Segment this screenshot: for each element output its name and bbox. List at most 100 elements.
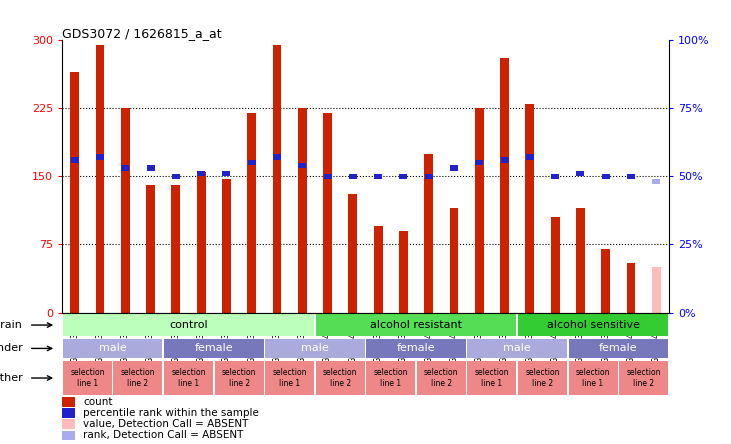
Text: selection
line 1: selection line 1 [374,369,408,388]
Bar [577,171,584,176]
Bar [652,179,660,184]
Bar [172,185,181,313]
Bar [475,108,484,313]
Bar [501,157,509,163]
Text: other: other [0,373,23,383]
Bar [417,361,466,395]
Bar [298,163,306,168]
Bar [324,174,332,179]
Text: selection
line 2: selection line 2 [525,369,560,388]
Text: selection
line 1: selection line 1 [273,369,307,388]
Bar [626,262,635,313]
Bar [399,174,407,179]
Bar [121,165,129,171]
Bar [323,113,332,313]
Bar [652,267,661,313]
Bar [273,155,281,160]
Bar [62,431,75,440]
Bar [70,72,79,313]
Bar [602,174,610,179]
Text: strain: strain [0,320,23,330]
Bar [62,397,75,407]
Bar [550,217,559,313]
Text: male: male [504,343,531,353]
Text: selection
line 1: selection line 1 [474,369,510,388]
Bar [215,361,264,395]
Text: male: male [301,343,329,353]
Bar [450,165,458,171]
Bar [96,155,104,160]
Bar [500,58,509,313]
Bar [164,361,213,395]
Bar [399,231,408,313]
Bar [197,171,205,176]
Text: selection
line 2: selection line 2 [121,369,155,388]
Bar [96,44,105,313]
Text: rank, Detection Call = ABSENT: rank, Detection Call = ABSENT [83,430,243,440]
Text: alcohol resistant: alcohol resistant [370,320,462,330]
Bar [62,420,75,429]
Bar [424,154,433,313]
Bar [467,339,567,358]
Bar [172,174,180,179]
Bar [467,361,516,395]
Text: value, Detection Call = ABSENT: value, Detection Call = ABSENT [83,419,249,429]
Bar [121,108,130,313]
Bar [62,408,75,418]
Text: selection
line 1: selection line 1 [70,369,105,388]
Bar [450,208,458,313]
Bar [63,314,314,336]
Bar [526,155,534,160]
Bar [518,314,668,336]
Bar [222,179,231,313]
Bar [146,185,155,313]
Bar [619,361,668,395]
Bar [551,174,559,179]
Text: selection
line 1: selection line 1 [576,369,610,388]
Bar [298,108,307,313]
Bar [366,361,415,395]
Bar [197,172,205,313]
Text: percentile rank within the sample: percentile rank within the sample [83,408,260,418]
Text: alcohol sensitive: alcohol sensitive [547,320,640,330]
Bar [366,339,466,358]
Text: selection
line 1: selection line 1 [171,369,206,388]
Bar [273,44,281,313]
Bar [569,361,618,395]
Bar [576,208,585,313]
Bar [265,361,314,395]
Bar [147,165,154,171]
Text: count: count [83,397,113,407]
Bar [627,174,635,179]
Text: control: control [169,320,208,330]
Text: GDS3072 / 1626815_a_at: GDS3072 / 1626815_a_at [62,27,221,40]
Text: female: female [599,343,637,353]
Bar [71,157,79,163]
Text: female: female [194,343,233,353]
Bar [374,226,382,313]
Bar [425,174,433,179]
Bar [222,171,230,176]
Bar [265,339,365,358]
Bar [63,361,112,395]
Text: male: male [99,343,126,353]
Text: selection
line 2: selection line 2 [626,369,661,388]
Bar [316,314,516,336]
Bar [569,339,668,358]
Bar [349,174,357,179]
Text: selection
line 2: selection line 2 [323,369,357,388]
Bar [601,249,610,313]
Bar [248,160,256,165]
Bar [526,103,534,313]
Bar [164,339,264,358]
Bar [518,361,567,395]
Text: selection
line 2: selection line 2 [221,369,257,388]
Bar [374,174,382,179]
Text: gender: gender [0,343,23,353]
Bar [113,361,162,395]
Bar [316,361,365,395]
Bar [247,113,256,313]
Bar [475,160,483,165]
Bar [349,194,357,313]
Text: female: female [397,343,436,353]
